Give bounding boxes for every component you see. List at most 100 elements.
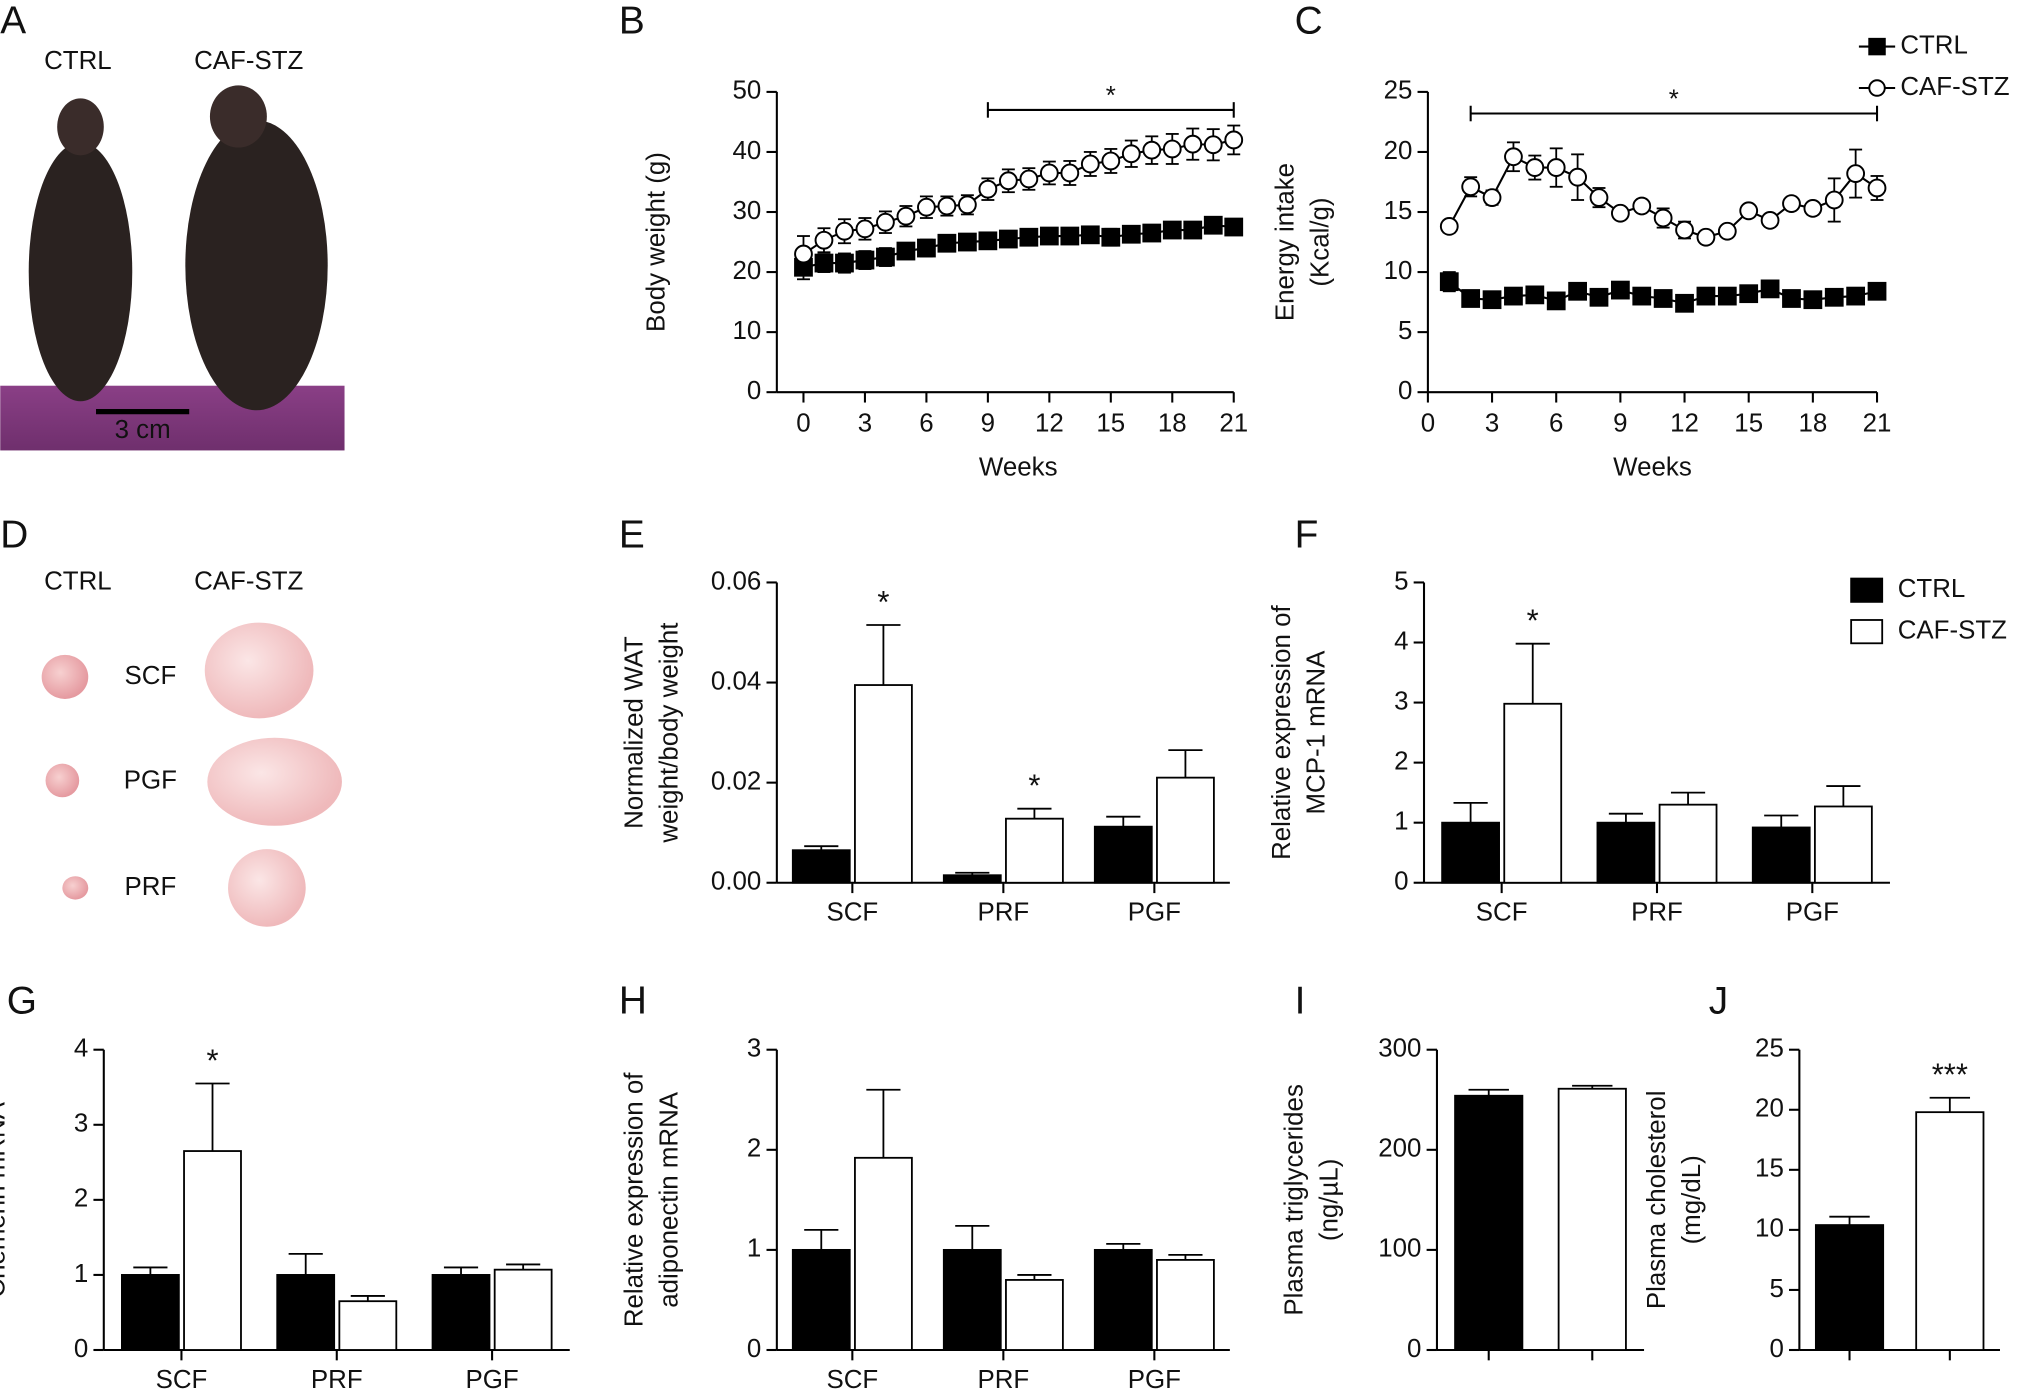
y-tick-label: 2	[747, 1135, 761, 1163]
legend-swatch	[1850, 619, 1884, 645]
x-tick-label: 6	[919, 409, 933, 437]
y-axis-label: Normalized WAT	[621, 636, 649, 829]
y-axis-label: Energy intake	[1272, 163, 1300, 321]
mouse-head	[57, 98, 104, 156]
x-tick-label: 15	[1734, 409, 1763, 437]
photo-label: CAF-STZ	[194, 567, 303, 595]
y-tick-label: 0.04	[711, 667, 761, 695]
photo-d: D CTRL CAF-STZ SCF PGF PRF	[0, 513, 342, 927]
panel-label: G	[7, 979, 37, 1022]
y-tick-label: 15	[1384, 197, 1413, 225]
bar	[121, 1274, 180, 1351]
y-tick-label: 20	[1384, 137, 1413, 165]
bar	[1156, 776, 1215, 884]
marker	[1824, 190, 1844, 210]
bar	[1005, 817, 1064, 884]
y-tick-label: 15	[1755, 1155, 1784, 1183]
marker	[998, 171, 1018, 191]
significance-label: *	[1028, 768, 1040, 803]
y-tick-label: 0.02	[711, 767, 761, 795]
marker	[1696, 227, 1716, 247]
y-tick-label: 4	[74, 1035, 88, 1063]
marker	[1589, 188, 1609, 207]
marker	[1019, 169, 1039, 189]
marker	[1183, 134, 1203, 154]
y-axis-label: adiponectin mRNA	[656, 1091, 684, 1307]
marker	[1039, 163, 1059, 183]
y-tick-label: 20	[1755, 1095, 1784, 1123]
legend-label: CTRL	[1898, 575, 1966, 603]
bar	[431, 1274, 491, 1351]
panel-label: H	[619, 979, 647, 1022]
marker	[1461, 177, 1481, 197]
marker	[1482, 290, 1502, 310]
legend-label: CAF-STZ	[1898, 616, 2007, 644]
marker	[958, 195, 977, 215]
marker	[1461, 289, 1481, 308]
marker	[1142, 140, 1162, 160]
x-tick-label: 6	[1549, 409, 1563, 437]
legend-label: CTRL	[1900, 31, 1968, 59]
marker	[835, 221, 854, 241]
y-tick-label: 30	[733, 197, 762, 225]
y-tick-label: 0	[747, 1335, 761, 1363]
x-tick-label: PRF	[977, 899, 1029, 927]
tissue-label: PGF	[124, 767, 177, 795]
chart: F 0 1 2 3 4 5 Relative expression of MCP-1 mRNA S…	[1268, 513, 2007, 926]
x-tick-label: 3	[1485, 409, 1499, 437]
marker	[1653, 289, 1673, 308]
y-tick-label: 0	[1394, 868, 1408, 896]
y-axis-label: Relative expression of	[1268, 605, 1296, 860]
x-axis-label: Weeks	[1613, 453, 1692, 481]
marker	[1846, 286, 1866, 306]
x-tick-label: 9	[981, 409, 995, 437]
panel-label: E	[619, 513, 645, 556]
x-tick-label: SCF	[1476, 899, 1528, 927]
marker	[937, 196, 957, 216]
marker	[978, 231, 998, 251]
marker	[1824, 287, 1844, 307]
x-axis-label: Weeks	[979, 453, 1058, 481]
chart: I 0 100 200 300 Plasma triglycerides (ng/µL)	[1281, 979, 1645, 1363]
marker	[1717, 221, 1737, 241]
y-tick-label: 1	[74, 1260, 88, 1288]
marker	[1224, 217, 1244, 237]
x-tick-label: 12	[1670, 409, 1699, 437]
x-tick-label: 18	[1798, 409, 1827, 437]
marker	[1632, 286, 1652, 306]
x-tick-label: PGF	[1786, 899, 1839, 927]
bar	[791, 1248, 851, 1351]
marker	[1504, 286, 1523, 306]
y-axis-label: MCP-1 mRNA	[1303, 650, 1331, 815]
bar	[854, 684, 913, 884]
x-tick-label: PGF	[1128, 899, 1181, 927]
marker	[855, 219, 875, 239]
marker	[1760, 211, 1780, 230]
legend-swatch	[1850, 577, 1884, 603]
marker	[1610, 280, 1630, 300]
y-tick-label: 3	[74, 1110, 88, 1138]
bar	[1156, 1259, 1215, 1351]
marker	[1675, 220, 1694, 240]
x-tick-label: PRF	[1631, 899, 1683, 927]
chart: C 0 5 10 15 20 25 Energy intake (Kcal/g) 0 3 6 9 12 15…	[1272, 0, 2010, 481]
mouse	[185, 120, 328, 411]
x-tick-label: PGF	[1128, 1366, 1181, 1394]
series-line	[803, 224, 1234, 269]
marker	[896, 206, 916, 226]
chart: J 0 5 10 15 20 25 Plasma cholesterol (mg/dL) ***	[1643, 979, 2000, 1363]
marker	[835, 253, 854, 273]
bar	[942, 1248, 1002, 1351]
y-tick-label: 0	[1398, 377, 1412, 405]
marker	[1439, 217, 1459, 236]
significance-label: ***	[1932, 1057, 1968, 1092]
y-axis-label: Plasma triglycerides	[1281, 1084, 1309, 1316]
marker	[855, 250, 875, 270]
marker	[1546, 158, 1566, 177]
x-tick-label: SCF	[826, 1366, 878, 1394]
tissue	[45, 763, 80, 798]
panel-label: J	[1709, 979, 1728, 1022]
bar	[183, 1150, 242, 1351]
